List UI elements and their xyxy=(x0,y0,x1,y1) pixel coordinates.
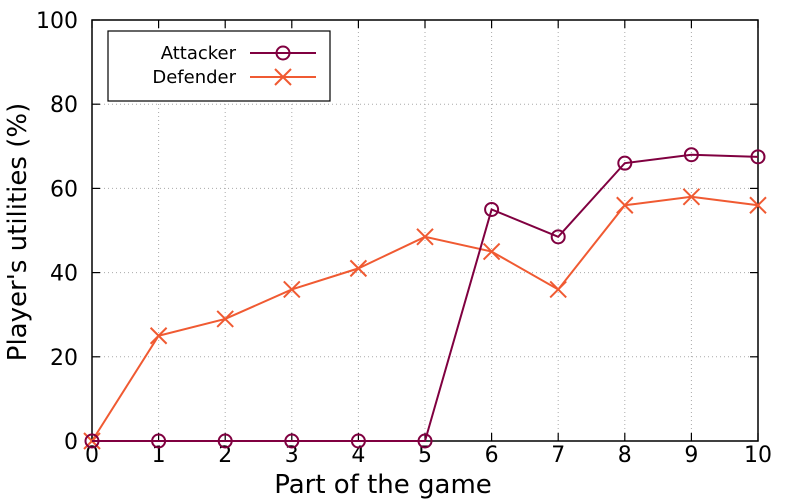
data-point-defender xyxy=(482,242,501,261)
y-axis-title: Player's utilities (%) xyxy=(3,103,33,361)
y-tick-label: 40 xyxy=(50,262,78,287)
data-point-attacker xyxy=(617,155,633,171)
data-point-defender xyxy=(216,310,234,328)
series-layer xyxy=(83,147,767,450)
x-tick-label: 8 xyxy=(618,443,632,468)
x-axis-title: Part of the game xyxy=(274,470,492,500)
x-tick-label: 4 xyxy=(351,443,365,468)
data-point-defender-stroke xyxy=(216,310,234,328)
y-tick-label: 100 xyxy=(36,9,78,34)
x-tick-label: 6 xyxy=(485,443,499,468)
legend-marker-defender xyxy=(274,68,292,86)
x-tick-label: 9 xyxy=(684,443,698,468)
data-point-defender-stroke xyxy=(149,327,168,345)
y-tick-label: 0 xyxy=(64,430,78,455)
x-tick-label: 3 xyxy=(285,443,299,468)
data-point-defender-stroke xyxy=(749,196,767,214)
data-point-defender xyxy=(349,259,368,278)
y-tick-label: 80 xyxy=(50,93,78,118)
data-point-attacker xyxy=(683,147,699,163)
grid xyxy=(92,20,758,441)
series-attacker xyxy=(84,147,766,449)
data-point-defender-stroke xyxy=(416,228,434,246)
data-point-attacker xyxy=(750,149,766,165)
x-tick-label: 7 xyxy=(551,443,565,468)
data-point-defender-stroke xyxy=(482,242,501,261)
x-tick-label: 10 xyxy=(744,443,772,468)
data-point-attacker xyxy=(550,229,566,245)
data-point-defender xyxy=(416,228,434,246)
data-point-attacker xyxy=(217,433,233,449)
series-line-attacker xyxy=(92,153,759,442)
x-tick-label: 0 xyxy=(85,443,99,468)
legend-marker-defender-stroke xyxy=(274,68,292,86)
data-point-defender-stroke xyxy=(616,196,634,214)
legend-label-defender: Defender xyxy=(152,67,236,88)
y-tick-label: 20 xyxy=(50,346,78,371)
data-point-attacker xyxy=(151,433,167,449)
data-point-defender xyxy=(549,280,567,299)
legend-marker-attacker xyxy=(275,45,291,61)
data-point-defender xyxy=(616,196,634,214)
legend: Attacker Defender xyxy=(107,30,331,102)
x-tick-label: 5 xyxy=(418,443,432,468)
series-defender xyxy=(83,188,767,450)
data-point-attacker xyxy=(417,433,433,449)
data-point-defender-stroke xyxy=(283,280,301,299)
data-point-defender xyxy=(749,196,767,214)
data-point-attacker xyxy=(284,433,300,449)
legend-box xyxy=(107,30,331,102)
x-tick-label: 1 xyxy=(152,443,166,468)
data-point-defender-stroke xyxy=(549,280,567,299)
data-point-attacker xyxy=(84,433,100,449)
x-tick-label: 2 xyxy=(218,443,232,468)
data-point-defender-stroke xyxy=(349,259,368,278)
data-point-attacker xyxy=(484,201,500,217)
data-point-attacker xyxy=(350,433,366,449)
legend-label-attacker: Attacker xyxy=(161,43,237,64)
data-point-defender xyxy=(283,280,301,299)
data-point-defender xyxy=(682,188,701,206)
data-point-defender-stroke xyxy=(682,188,701,206)
y-tick-label: 60 xyxy=(50,177,78,202)
data-point-defender xyxy=(149,327,168,345)
